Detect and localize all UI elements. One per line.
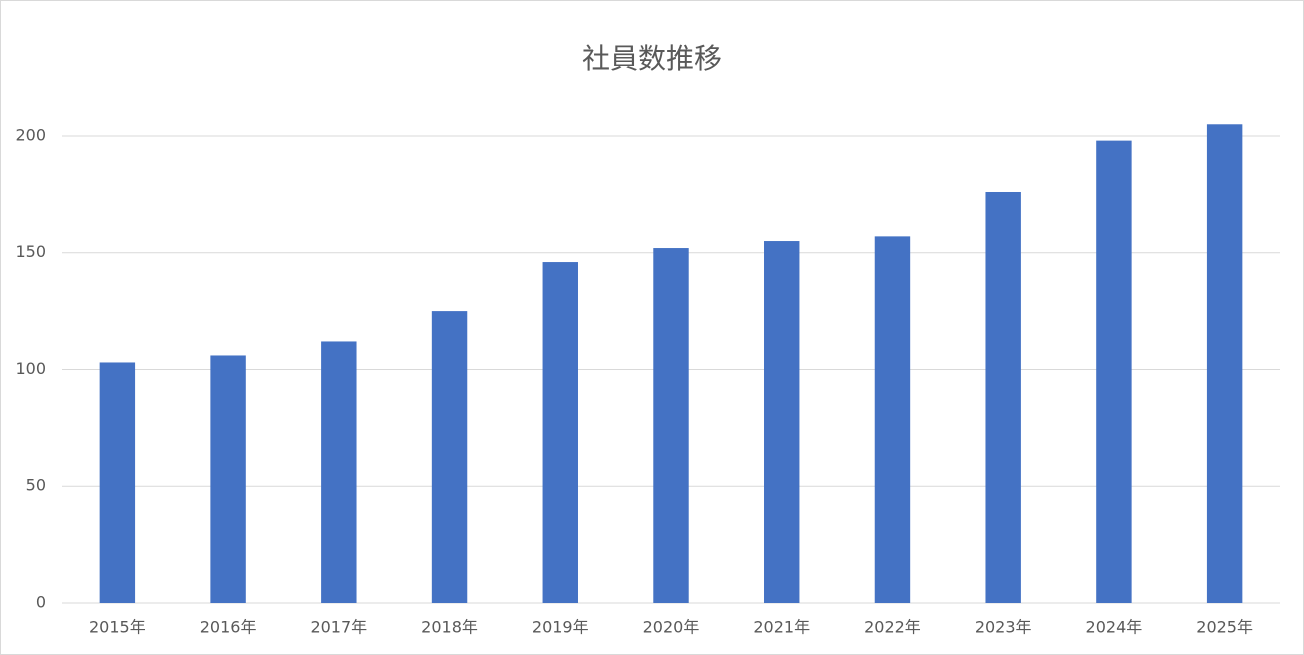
x-tick-label: 2021年 xyxy=(753,618,810,637)
chart-title: 社員数推移 xyxy=(582,42,722,75)
y-tick-label: 0 xyxy=(36,593,46,612)
bar xyxy=(99,362,136,603)
x-tick-label: 2015年 xyxy=(89,618,146,637)
bar xyxy=(210,355,246,603)
bar xyxy=(431,311,468,603)
x-tick-label: 2024年 xyxy=(1086,618,1143,637)
bar xyxy=(764,241,800,604)
x-tick-label: 2018年 xyxy=(421,618,478,637)
x-tick-label: 2022年 xyxy=(864,618,921,637)
bar xyxy=(985,191,1021,603)
bar xyxy=(1096,140,1132,603)
bar xyxy=(1206,124,1243,604)
bar xyxy=(321,341,357,603)
x-tick-label: 2016年 xyxy=(200,618,257,637)
y-tick-label: 150 xyxy=(15,242,46,261)
bar xyxy=(542,262,578,603)
x-tick-label: 2023年 xyxy=(975,618,1032,637)
x-tick-label: 2020年 xyxy=(643,618,700,637)
y-tick-label: 100 xyxy=(15,359,46,378)
bar xyxy=(874,236,911,603)
bar xyxy=(653,248,689,603)
y-tick-label: 200 xyxy=(15,125,46,144)
x-tick-label: 2025年 xyxy=(1196,618,1253,637)
y-tick-label: 50 xyxy=(26,476,46,495)
x-tick-label: 2019年 xyxy=(532,618,589,637)
x-tick-label: 2017年 xyxy=(310,618,367,637)
